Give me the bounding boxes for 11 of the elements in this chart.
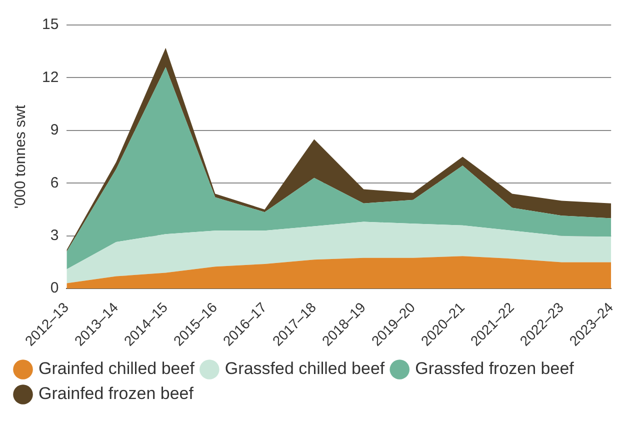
y-axis-title: '000 tonnes swt <box>12 104 30 209</box>
y-tick-label: 6 <box>50 174 59 192</box>
y-tick-label: 9 <box>50 122 59 139</box>
legend-label: Grainfed frozen beef <box>38 384 194 404</box>
y-tick-label: 0 <box>50 280 59 297</box>
y-tick-label: 15 <box>42 16 59 34</box>
legend-label: Grassfed frozen beef <box>415 359 574 378</box>
legend-label: Grainfed chilled beef <box>38 359 195 378</box>
y-tick-label: 3 <box>50 227 59 244</box>
legend-label: Grassfed chilled beef <box>224 359 385 378</box>
y-tick-label: 12 <box>42 68 59 86</box>
